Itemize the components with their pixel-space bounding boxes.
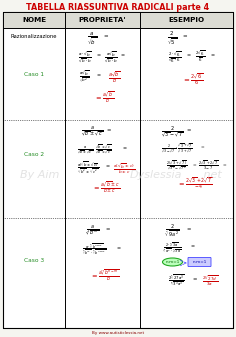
Text: $\frac{a}{\sqrt{b}\pm\sqrt{c}} \cdot \frac{\sqrt{b}\mp\sqrt{c}}{\sqrt{b}\mp\sqrt: $\frac{a}{\sqrt{b}\pm\sqrt{c}} \cdot \fr… [77, 144, 112, 156]
Text: =: = [182, 34, 187, 39]
Text: PROPRIETA': PROPRIETA' [79, 17, 126, 23]
Text: $\frac{2 \cdot \sqrt{6}}{\sqrt{6} \cdot 6}$: $\frac{2 \cdot \sqrt{6}}{\sqrt{6} \cdot … [168, 50, 181, 64]
Text: $\frac{2}{\sqrt{3}-\sqrt{7}}$: $\frac{2}{\sqrt{3}-\sqrt{7}}$ [161, 124, 184, 140]
Text: Dyslessia: Dyslessia [130, 170, 182, 180]
Text: =: = [192, 277, 197, 282]
Text: $= \frac{a\sqrt[n]{b^{n-m}}}{b}$: $= \frac{a\sqrt[n]{b^{n-m}}}{b}$ [90, 269, 119, 283]
Text: $\frac{2\sqrt[3]{27a^3}}{\sqrt[3]{3^3a^3}}$: $\frac{2\sqrt[3]{27a^3}}{\sqrt[3]{3^3a^3… [168, 273, 185, 288]
Text: $\frac{2}{\sqrt{5}}$: $\frac{2}{\sqrt{5}}$ [168, 29, 177, 47]
Text: $\frac{a \cdot \sqrt[n]{b^{n-m}}}{\sqrt[n]{b^m} \cdot \sqrt[n]{b^{n-m}}}$: $\frac{a \cdot \sqrt[n]{b^{n-m}}}{\sqrt[… [82, 243, 107, 257]
Text: .net: .net [200, 170, 222, 180]
Text: By Aim: By Aim [20, 170, 59, 180]
Text: =: = [97, 73, 101, 79]
Text: n-m=1: n-m=1 [192, 260, 207, 264]
Text: $= \frac{2\sqrt{6}}{6}$: $= \frac{2\sqrt{6}}{6}$ [182, 72, 203, 87]
Text: =: = [201, 145, 204, 149]
Text: $\frac{a(\sqrt{b}\pm\sqrt{c})}{\sqrt{b^2}\pm\sqrt{c^2}}$: $\frac{a(\sqrt{b}\pm\sqrt{c})}{\sqrt{b^2… [77, 160, 100, 176]
Text: $\frac{a}{\sqrt[n]{b^m}}$: $\frac{a}{\sqrt[n]{b^m}}$ [86, 224, 99, 238]
Text: =: = [105, 164, 110, 170]
Text: =: = [105, 227, 110, 233]
Text: $\frac{2}{\sqrt[3]{9a^2}}$: $\frac{2}{\sqrt[3]{9a^2}}$ [165, 222, 180, 240]
FancyBboxPatch shape [188, 257, 211, 267]
Bar [3, 12, 233, 28]
Text: $\frac{2\sqrt[3]{27d}}{3a}$: $\frac{2\sqrt[3]{27d}}{3a}$ [202, 274, 219, 287]
Text: By www.autisticlessia.net: By www.autisticlessia.net [92, 331, 144, 335]
Text: =: = [186, 128, 191, 133]
Text: Caso 3: Caso 3 [24, 257, 44, 263]
Text: $\frac{2 \cdot \sqrt[3]{3a}}{\sqrt[3]{a^2}\cdot\sqrt[3]{3a}}$: $\frac{2 \cdot \sqrt[3]{3a}}{\sqrt[3]{a^… [163, 241, 182, 255]
Text: =: = [223, 163, 226, 167]
Text: $= \frac{2\sqrt{3}+2\sqrt{7}}{-4}$: $= \frac{2\sqrt{3}+2\sqrt{7}}{-4}$ [177, 177, 212, 191]
Text: n-m=1: n-m=1 [165, 260, 180, 264]
Text: Razionalizzazione: Razionalizzazione [11, 33, 57, 38]
Text: ESEMPIO: ESEMPIO [169, 17, 205, 23]
Text: =: = [186, 54, 190, 59]
Text: $\frac{a(\sqrt{b}\pm c)}{b \pm c}$: $\frac{a(\sqrt{b}\pm c)}{b \pm c}$ [113, 162, 136, 176]
Text: =: = [116, 246, 121, 251]
Text: $\frac{a}{\sqrt{b} \pm \sqrt{c}}$: $\frac{a}{\sqrt{b} \pm \sqrt{c}}$ [81, 125, 104, 139]
Text: =: = [211, 54, 215, 59]
Text: $\frac{2\sqrt{3}+2\sqrt{7}}{3-7}$: $\frac{2\sqrt{3}+2\sqrt{7}}{3-7}$ [198, 160, 219, 172]
Text: $\frac{2}{\sqrt{3}-\sqrt{7}} \cdot \frac{\sqrt{3}+\sqrt{7}}{\sqrt{3}+\sqrt{7}}$: $\frac{2}{\sqrt{3}-\sqrt{7}} \cdot \frac… [160, 142, 192, 154]
Text: $\frac{a\sqrt{b}}{\sqrt{b} \cdot b}$: $\frac{a\sqrt{b}}{\sqrt{b} \cdot b}$ [104, 50, 117, 64]
Text: $\frac{a \cdot \sqrt{b}}{\sqrt{b} \cdot b}$: $\frac{a \cdot \sqrt{b}}{\sqrt{b} \cdot … [78, 50, 91, 64]
Text: Caso 2: Caso 2 [24, 153, 44, 157]
Text: =: = [97, 54, 101, 59]
Text: $= \frac{a\sqrt{b}}{b}$: $= \frac{a\sqrt{b}}{b}$ [94, 91, 114, 105]
Ellipse shape [163, 258, 182, 266]
Text: $\frac{a\sqrt{b}}{b}$: $\frac{a\sqrt{b}}{b}$ [108, 70, 121, 86]
Text: Caso 1: Caso 1 [24, 71, 44, 76]
Text: =: = [103, 34, 108, 39]
Text: $\frac{2(\sqrt{3}+\sqrt{7})}{\sqrt{3}^2-\sqrt{7}^2}$: $\frac{2(\sqrt{3}+\sqrt{7})}{\sqrt{3}^2-… [166, 160, 187, 172]
Text: NOME: NOME [22, 17, 46, 23]
Text: =: = [193, 163, 196, 167]
Text: =: = [106, 128, 111, 133]
Text: =: = [122, 147, 126, 152]
Text: $\frac{a\sqrt{b}}{\sqrt{b^2}}$: $\frac{a\sqrt{b}}{\sqrt{b^2}}$ [79, 69, 90, 85]
Text: $\frac{2\sqrt{6}}{\overline{6}}$: $\frac{2\sqrt{6}}{\overline{6}}$ [195, 50, 206, 64]
Text: TABELLA RIASSUNTIVA RADICALI parte 4: TABELLA RIASSUNTIVA RADICALI parte 4 [26, 2, 210, 11]
Text: $\frac{a}{\sqrt{b}}$: $\frac{a}{\sqrt{b}}$ [88, 30, 97, 46]
Text: =: = [186, 227, 191, 233]
Text: =: = [190, 245, 194, 249]
Text: =: = [120, 54, 125, 59]
Text: $= \frac{a\sqrt{b}\pm c}{b \pm c}$: $= \frac{a\sqrt{b}\pm c}{b \pm c}$ [92, 181, 121, 195]
